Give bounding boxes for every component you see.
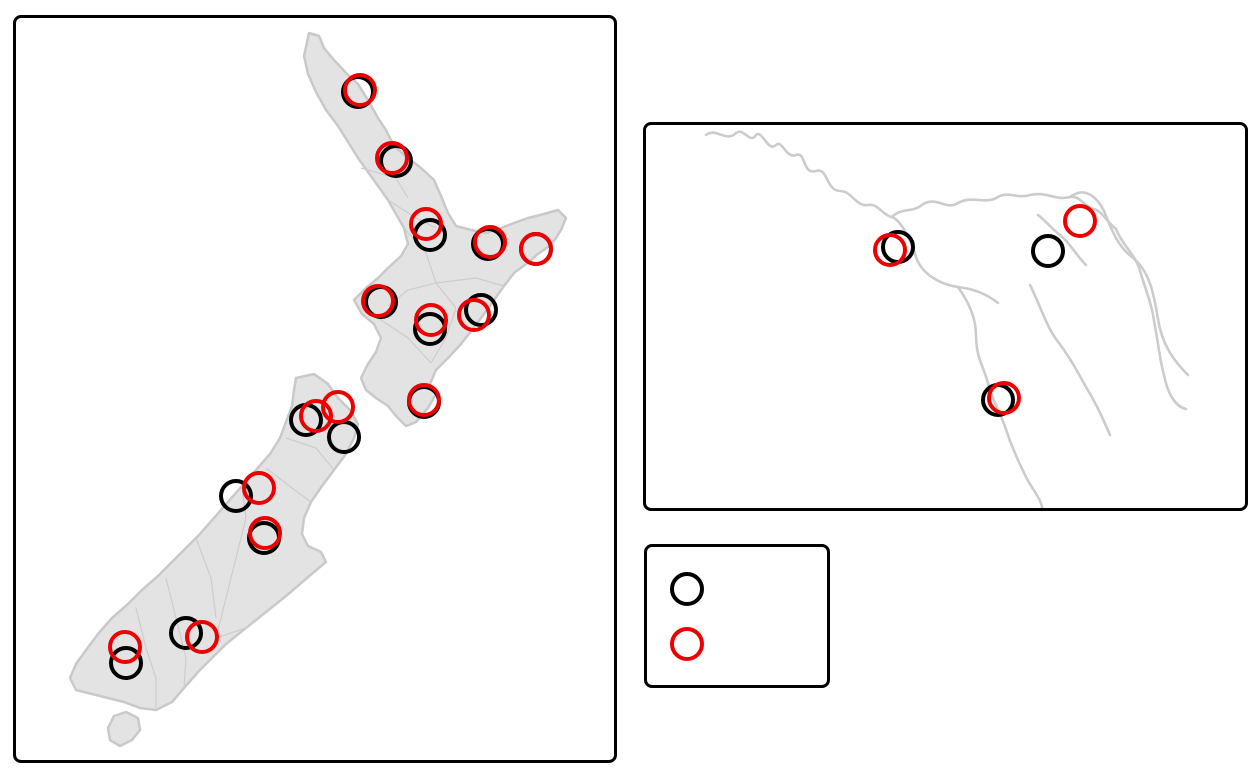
marker-red — [343, 73, 377, 107]
marker-red — [299, 399, 333, 433]
river-upper-branch — [890, 192, 1118, 231]
legend-symbol-black — [670, 572, 704, 606]
river-network — [704, 130, 1190, 508]
marker-red — [248, 516, 282, 550]
marker-red — [375, 141, 409, 175]
marker-red — [873, 233, 907, 267]
south-island — [68, 372, 360, 712]
river-east-branch — [1068, 191, 1190, 377]
marker-red — [457, 298, 491, 332]
legend-panel — [644, 544, 830, 688]
nz-map-panel — [13, 15, 617, 763]
marker-red — [407, 383, 441, 417]
legend-symbol-red — [670, 627, 704, 661]
marker-black — [464, 293, 498, 327]
marker-red — [361, 284, 395, 318]
marker-red — [1063, 204, 1097, 238]
marker-black — [1031, 234, 1065, 268]
stewart-island — [106, 710, 142, 748]
river-middle-branch — [1114, 227, 1188, 411]
marker-red — [321, 390, 355, 424]
nz-map-svg — [68, 31, 568, 748]
inset-markers — [873, 204, 1097, 417]
region-boundary — [135, 437, 335, 710]
marker-black — [169, 616, 203, 650]
inset-river-panel — [643, 122, 1248, 511]
river-south-branch — [956, 285, 1044, 508]
marker-red — [519, 232, 553, 266]
marker-red — [108, 630, 142, 664]
marker-red — [414, 303, 448, 337]
river-main — [704, 130, 1000, 305]
river-lower-branch — [1028, 283, 1112, 437]
marker-red — [185, 620, 219, 654]
marker-black — [379, 144, 413, 178]
north-island — [302, 31, 568, 428]
marker-red — [473, 225, 507, 259]
series-red-markers — [108, 73, 553, 664]
legend-svg — [670, 572, 704, 661]
river-tributary — [1036, 213, 1088, 267]
marker-red — [409, 207, 443, 241]
marker-black — [219, 479, 253, 513]
marker-red — [242, 471, 276, 505]
marker-black — [109, 646, 143, 680]
marker-red — [987, 381, 1021, 415]
inset-river-svg — [704, 130, 1190, 508]
